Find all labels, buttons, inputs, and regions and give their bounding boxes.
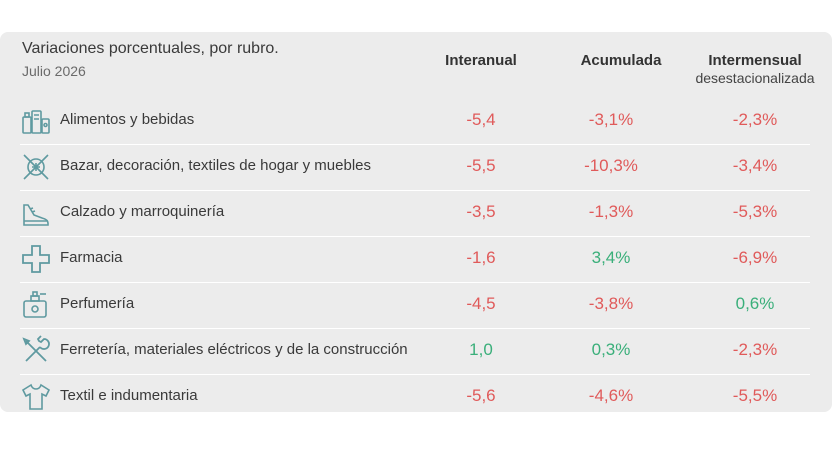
table-title: Variaciones porcentuales, por rubro. [22, 40, 279, 57]
row-label: Farmacia [60, 249, 123, 266]
value-interanual: 1,0 [469, 340, 493, 359]
shoe-icon [20, 197, 52, 229]
table-row: Textil e indumentaria -5,6 -4,6% -5,5% [0, 374, 832, 420]
row-label: Textil e indumentaria [60, 387, 198, 404]
row-divider [20, 374, 810, 375]
value-intermensual: -5,3% [732, 202, 778, 221]
value-acumulada: -10,3% [584, 156, 638, 175]
row-label: Calzado y marroquinería [60, 203, 225, 220]
value-acumulada: -3,1% [588, 110, 634, 129]
value-intermensual: -2,3% [732, 110, 778, 129]
row-label: Bazar, decoración, textiles de hogar y m… [60, 157, 372, 174]
row-divider [20, 282, 810, 283]
row-divider [20, 328, 810, 329]
table-row: Calzado y marroquinería -3,5 -1,3% -5,3% [0, 190, 832, 236]
tools-icon [20, 335, 52, 367]
value-acumulada: -1,3% [588, 202, 634, 221]
table-row: Bazar, decoración, textiles de hogar y m… [0, 144, 832, 190]
value-interanual: -1,6 [466, 248, 496, 267]
value-acumulada: -4,6% [588, 386, 634, 405]
table-row: Alimentos y bebidas -5,4 -3,1% -2,3% [0, 98, 832, 144]
value-acumulada: 0,3% [591, 340, 631, 359]
value-interanual: -5,5 [466, 156, 496, 175]
row-divider [20, 144, 810, 145]
table-row: Perfumería -4,5 -3,8% 0,6% [0, 282, 832, 328]
home-decor-icon [20, 151, 52, 183]
value-interanual: -4,5 [466, 294, 496, 313]
column-header-acumulada: Acumulada [580, 52, 662, 69]
value-interanual: -5,6 [466, 386, 496, 405]
value-intermensual: -5,5% [732, 386, 778, 405]
shirt-icon [20, 381, 52, 413]
table-row: Farmacia -1,6 3,4% -6,9% [0, 236, 832, 282]
data-table-card: Variaciones porcentuales, por rubro. Jul… [0, 32, 832, 412]
table-row: Ferretería, materiales eléctricos y de l… [0, 328, 832, 374]
grocery-icon [20, 105, 52, 137]
value-intermensual: -6,9% [732, 248, 778, 267]
value-interanual: -3,5 [466, 202, 496, 221]
value-intermensual: 0,6% [735, 294, 775, 313]
value-intermensual: -2,3% [732, 340, 778, 359]
pharmacy-cross-icon [20, 243, 52, 275]
value-intermensual: -3,4% [732, 156, 778, 175]
column-header-intermensual: Intermensual [708, 52, 802, 69]
value-acumulada: -3,8% [588, 294, 634, 313]
perfume-icon [20, 289, 52, 321]
table-subtitle: Julio 2026 [22, 63, 86, 79]
row-label: Alimentos y bebidas [60, 111, 195, 128]
row-divider [20, 236, 810, 237]
value-acumulada: 3,4% [591, 248, 631, 267]
column-header-interanual: Interanual [445, 52, 517, 69]
row-label: Perfumería [60, 295, 135, 312]
value-interanual: -5,4 [466, 110, 496, 129]
row-divider [20, 190, 810, 191]
column-subheader-desestacionalizada: desestacionalizada [695, 70, 815, 86]
row-label: Ferretería, materiales eléctricos y de l… [60, 341, 408, 358]
